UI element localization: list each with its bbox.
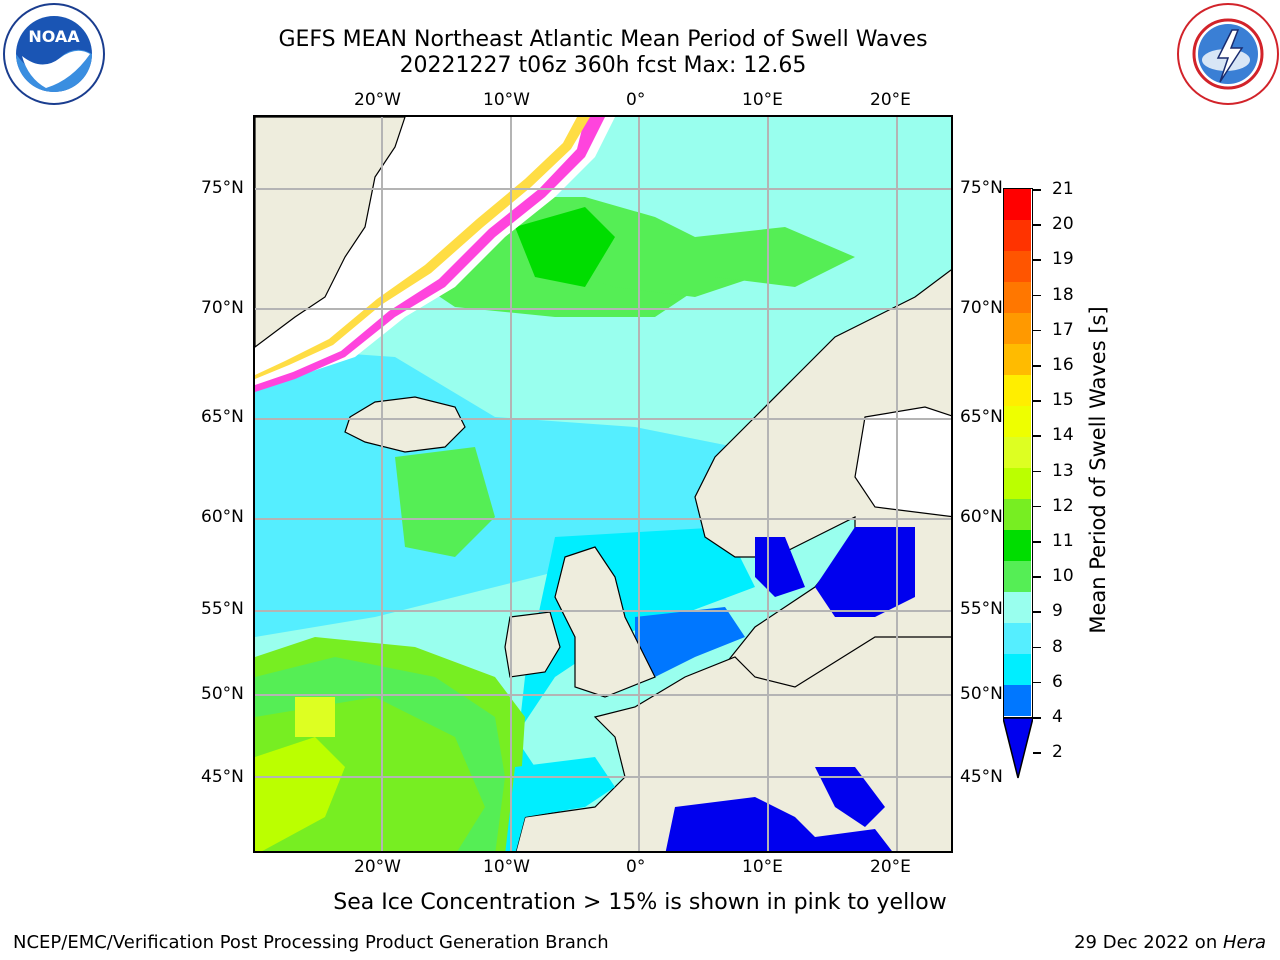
noaa-logo: NOAA — [2, 2, 106, 106]
colorbar-tick-label: 4 — [1052, 707, 1063, 727]
colorbar-tick — [1033, 259, 1041, 261]
colorbar-tick-label: 20 — [1052, 214, 1074, 235]
colorbar-swatch — [1004, 313, 1031, 345]
colorbar-tick — [1033, 224, 1041, 226]
lat-label-left-45n: 45°N — [201, 767, 244, 787]
lat-label-right-50n: 50°N — [960, 684, 1003, 704]
lon-label-bottom-10w: 10°W — [483, 857, 530, 877]
map-canvas — [255, 117, 951, 851]
colorbar-tick-label: 18 — [1052, 284, 1074, 305]
colorbar-swatch — [1004, 251, 1031, 283]
colorbar-swatch — [1004, 530, 1031, 562]
colorbar-swatch — [1004, 189, 1031, 221]
colorbar-swatch — [1004, 375, 1031, 407]
colorbar-tick — [1033, 294, 1041, 297]
lat-label-right-75n: 75°N — [960, 178, 1003, 198]
colorbar-swatch — [1004, 282, 1031, 314]
colorbar-tick-label: 9 — [1052, 601, 1063, 622]
colorbar-tick — [1033, 541, 1041, 543]
nws-logo — [1176, 2, 1280, 106]
map-title: GEFS MEAN Northeast Atlantic Mean Period… — [278, 27, 928, 52]
lat-label-left-50n: 50°N — [201, 684, 244, 704]
colorbar-swatch — [1004, 592, 1031, 624]
footer-date: 29 Dec 2022 on Hera — [1074, 932, 1266, 953]
colorbar-tick — [1033, 189, 1041, 191]
colorbar-tick-label: 11 — [1052, 531, 1074, 551]
colorbar-swatch — [1004, 406, 1031, 438]
colorbar-tick — [1033, 365, 1041, 367]
lon-label-bottom-20w: 20°W — [354, 857, 401, 877]
colorbar-tick — [1033, 646, 1041, 649]
lat-label-right-60n: 60°N — [960, 507, 1003, 527]
colorbar-tick — [1033, 681, 1041, 684]
colorbar-tick — [1033, 505, 1041, 508]
colorbar-tick — [1033, 752, 1041, 754]
lat-label-right-65n: 65°N — [960, 407, 1003, 427]
lon-label-bottom-10e: 10°E — [742, 857, 783, 877]
colorbar-title: Mean Period of Swell Waves [s] — [1086, 306, 1110, 634]
colorbar-swatch — [1004, 220, 1031, 252]
colorbar-swatch — [1004, 437, 1031, 469]
colorbar-tick — [1033, 329, 1041, 332]
lon-label-top-10e: 10°E — [742, 90, 783, 110]
lat-label-right-55n: 55°N — [960, 599, 1003, 619]
lon-label-bottom-20e: 20°E — [870, 857, 911, 877]
colorbar-swatch — [1004, 499, 1031, 531]
colorbar-tick-label: 2 — [1052, 742, 1063, 763]
colorbar-swatch — [1004, 654, 1031, 686]
colorbar-tick-label: 8 — [1052, 636, 1063, 657]
colorbar-tick — [1033, 470, 1041, 473]
colorbar-tick-label: 17 — [1052, 319, 1074, 340]
colorbar-tick-label: 15 — [1052, 390, 1074, 411]
lat-label-left-60n: 60°N — [201, 507, 244, 527]
colorbar — [1003, 188, 1033, 718]
lat-label-right-70n: 70°N — [960, 298, 1003, 318]
colorbar-swatch — [1004, 623, 1031, 655]
colorbar-tick — [1033, 400, 1041, 402]
svg-text:NOAA: NOAA — [28, 27, 80, 46]
colorbar-swatch — [1004, 685, 1031, 717]
colorbar-tick-label: 10 — [1052, 566, 1074, 587]
colorbar-tick — [1033, 717, 1041, 719]
lat-label-left-65n: 65°N — [201, 407, 244, 427]
lon-label-top-20e: 20°E — [870, 90, 911, 110]
lon-label-top-20w: 20°W — [354, 90, 401, 110]
lon-label-top-10w: 10°W — [483, 90, 530, 110]
colorbar-tick-label: 12 — [1052, 495, 1074, 516]
footer-date-text: 29 Dec 2022 on — [1074, 932, 1223, 953]
lat-label-right-45n: 45°N — [960, 767, 1003, 787]
colorbar-tick-label: 14 — [1052, 425, 1074, 446]
map-subtitle: 20221227 t06z 360h fcst Max: 12.65 — [399, 53, 807, 78]
colorbar-tick-label: 6 — [1052, 671, 1063, 692]
colorbar-swatch — [1004, 468, 1031, 500]
colorbar-under-arrow — [1002, 717, 1034, 784]
colorbar-tick-label: 16 — [1052, 355, 1074, 375]
colorbar-swatch — [1004, 344, 1031, 376]
footer-host: Hera — [1222, 932, 1266, 953]
graticule — [255, 117, 951, 851]
lon-label-bottom-0: 0° — [626, 857, 646, 877]
colorbar-swatch — [1004, 561, 1031, 593]
colorbar-tick — [1033, 435, 1041, 437]
colorbar-tick — [1033, 576, 1041, 578]
colorbar-tick-label: 21 — [1052, 179, 1074, 199]
lat-label-left-70n: 70°N — [201, 298, 244, 318]
colorbar-tick-label: 19 — [1052, 249, 1074, 270]
lat-label-left-55n: 55°N — [201, 599, 244, 619]
colorbar-swatches — [1004, 189, 1031, 717]
colorbar-tick-label: 13 — [1052, 460, 1074, 481]
footer-credit: NCEP/EMC/Verification Post Processing Pr… — [13, 932, 609, 953]
sea-ice-note: Sea Ice Concentration > 15% is shown in … — [333, 890, 947, 915]
lon-label-top-0: 0° — [626, 90, 646, 110]
colorbar-tick — [1033, 611, 1041, 613]
map-panel — [253, 115, 953, 853]
lat-label-left-75n: 75°N — [201, 178, 244, 198]
